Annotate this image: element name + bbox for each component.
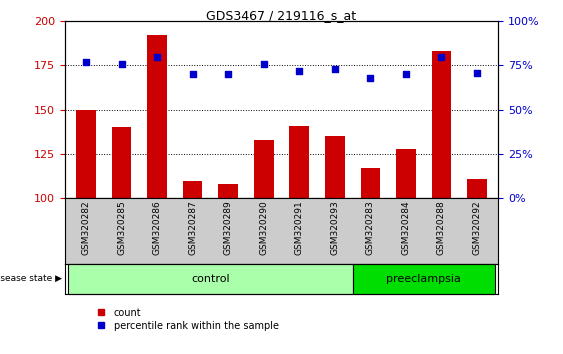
Text: GSM320290: GSM320290: [259, 200, 268, 255]
Text: GSM320289: GSM320289: [224, 200, 233, 255]
Point: [401, 72, 410, 77]
Bar: [360, 168, 380, 198]
Point: [117, 61, 126, 67]
Text: GSM320287: GSM320287: [188, 200, 197, 255]
Text: GSM320293: GSM320293: [330, 200, 339, 255]
Bar: [289, 126, 309, 198]
Bar: [68, 264, 352, 294]
Text: disease state ▶: disease state ▶: [0, 274, 62, 283]
Bar: [352, 264, 495, 294]
Point: [224, 72, 233, 77]
Text: GSM320283: GSM320283: [366, 200, 375, 255]
Bar: [467, 179, 486, 198]
Point: [82, 59, 91, 65]
Point: [295, 68, 304, 74]
Bar: [325, 136, 345, 198]
Point: [472, 70, 481, 75]
Point: [366, 75, 375, 81]
Bar: [77, 110, 96, 198]
Text: GSM320285: GSM320285: [117, 200, 126, 255]
Bar: [432, 51, 451, 198]
Text: GSM320288: GSM320288: [437, 200, 446, 255]
Text: GSM320291: GSM320291: [295, 200, 304, 255]
Bar: [218, 184, 238, 198]
Text: GSM320284: GSM320284: [401, 200, 410, 255]
Point: [259, 61, 268, 67]
Bar: [254, 140, 274, 198]
Text: GDS3467 / 219116_s_at: GDS3467 / 219116_s_at: [207, 9, 356, 22]
Point: [153, 54, 162, 59]
Bar: [112, 127, 131, 198]
Bar: [148, 35, 167, 198]
Bar: [396, 149, 415, 198]
Point: [330, 66, 339, 72]
Text: preeclampsia: preeclampsia: [386, 274, 461, 284]
Point: [437, 54, 446, 59]
Text: GSM320292: GSM320292: [472, 200, 481, 255]
Bar: [183, 181, 203, 198]
Text: control: control: [191, 274, 230, 284]
Text: GSM320282: GSM320282: [82, 200, 91, 255]
Text: GSM320286: GSM320286: [153, 200, 162, 255]
Point: [188, 72, 197, 77]
Legend: count, percentile rank within the sample: count, percentile rank within the sample: [92, 304, 283, 335]
